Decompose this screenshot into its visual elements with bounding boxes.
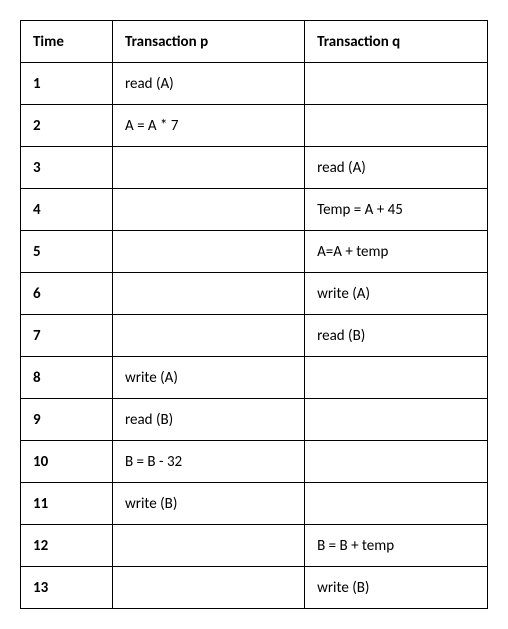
cell-txn-q: read (B) [305, 315, 488, 357]
table-row: 7 read (B) [21, 315, 488, 357]
cell-txn-q: Temp = A + 45 [305, 189, 488, 231]
table-row: 4 Temp = A + 45 [21, 189, 488, 231]
table-row: 11 write (B) [21, 483, 488, 525]
cell-txn-q: B = B + temp [305, 525, 488, 567]
table-row: 10 B = B - 32 [21, 441, 488, 483]
cell-time: 13 [21, 567, 113, 609]
col-header-transaction-q: Transaction q [305, 21, 488, 63]
table-row: 1 read (A) [21, 63, 488, 105]
cell-time: 10 [21, 441, 113, 483]
cell-txn-q [305, 483, 488, 525]
cell-txn-p [113, 567, 305, 609]
table-row: 8 write (A) [21, 357, 488, 399]
table-row: 13 write (B) [21, 567, 488, 609]
table-row: 9 read (B) [21, 399, 488, 441]
cell-time: 12 [21, 525, 113, 567]
cell-txn-q [305, 63, 488, 105]
cell-txn-q: write (A) [305, 273, 488, 315]
cell-txn-q: write (B) [305, 567, 488, 609]
cell-time: 6 [21, 273, 113, 315]
cell-txn-p [113, 525, 305, 567]
cell-txn-q: read (A) [305, 147, 488, 189]
cell-txn-q [305, 105, 488, 147]
cell-txn-q: A=A + temp [305, 231, 488, 273]
cell-txn-p: A = A * 7 [113, 105, 305, 147]
table-row: 3 read (A) [21, 147, 488, 189]
cell-txn-p: write (B) [113, 483, 305, 525]
cell-time: 11 [21, 483, 113, 525]
table-row: 2 A = A * 7 [21, 105, 488, 147]
cell-time: 9 [21, 399, 113, 441]
cell-time: 5 [21, 231, 113, 273]
cell-txn-p [113, 147, 305, 189]
cell-txn-q [305, 399, 488, 441]
col-header-time: Time [21, 21, 113, 63]
table-body: 1 read (A) 2 A = A * 7 3 read (A) 4 Temp… [21, 63, 488, 609]
col-header-transaction-p: Transaction p [113, 21, 305, 63]
cell-txn-p [113, 315, 305, 357]
table-header-row: Time Transaction p Transaction q [21, 21, 488, 63]
table-row: 6 write (A) [21, 273, 488, 315]
cell-txn-p: B = B - 32 [113, 441, 305, 483]
cell-txn-q [305, 441, 488, 483]
table-row: 12 B = B + temp [21, 525, 488, 567]
cell-txn-p: read (B) [113, 399, 305, 441]
cell-txn-p [113, 231, 305, 273]
table-row: 5 A=A + temp [21, 231, 488, 273]
transaction-schedule-table: Time Transaction p Transaction q 1 read … [20, 20, 488, 609]
cell-txn-p: read (A) [113, 63, 305, 105]
cell-time: 3 [21, 147, 113, 189]
cell-time: 1 [21, 63, 113, 105]
cell-time: 2 [21, 105, 113, 147]
cell-time: 4 [21, 189, 113, 231]
cell-txn-q [305, 357, 488, 399]
cell-txn-p: write (A) [113, 357, 305, 399]
cell-txn-p [113, 273, 305, 315]
cell-time: 8 [21, 357, 113, 399]
cell-time: 7 [21, 315, 113, 357]
cell-txn-p [113, 189, 305, 231]
